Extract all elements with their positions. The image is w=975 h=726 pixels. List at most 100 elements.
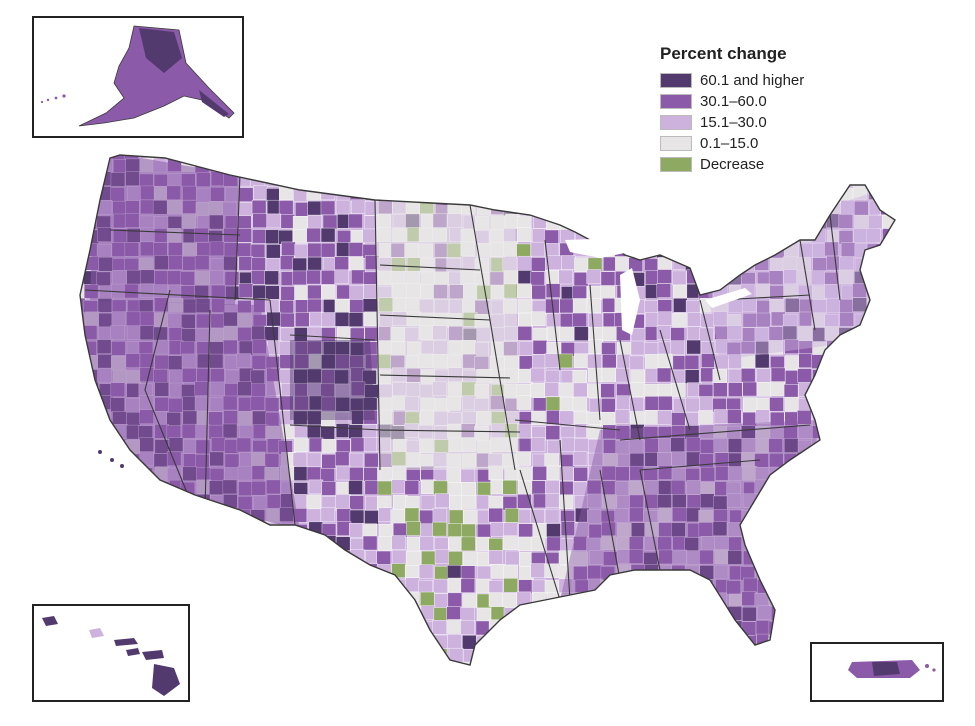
county-cell bbox=[671, 607, 687, 622]
county-cell bbox=[419, 536, 435, 551]
county-cell bbox=[349, 299, 364, 314]
county-cell bbox=[503, 522, 518, 537]
county-cell bbox=[336, 621, 352, 636]
county-cell bbox=[839, 451, 855, 467]
county-cell bbox=[880, 508, 895, 523]
county-cell bbox=[378, 187, 394, 202]
county-cell bbox=[80, 341, 84, 357]
county-cell bbox=[853, 579, 869, 594]
county-cell bbox=[852, 326, 868, 341]
county-cell bbox=[336, 171, 351, 186]
county-cell bbox=[266, 606, 281, 621]
county-cell bbox=[728, 382, 743, 397]
county-cell bbox=[712, 255, 727, 271]
county-cell bbox=[726, 493, 742, 508]
county-cell bbox=[461, 482, 476, 497]
county-cell bbox=[364, 480, 380, 495]
county-cell bbox=[728, 368, 744, 384]
county-cell bbox=[712, 369, 728, 384]
county-cell bbox=[433, 480, 448, 496]
county-cell bbox=[209, 551, 224, 566]
county-cell bbox=[727, 409, 742, 424]
county-cell bbox=[294, 577, 310, 593]
county-cell bbox=[461, 523, 476, 539]
county-cell bbox=[785, 370, 800, 385]
county-cell bbox=[532, 397, 548, 412]
county-cell bbox=[363, 636, 379, 651]
county-cell bbox=[713, 635, 729, 651]
county-cell bbox=[840, 397, 855, 412]
county-cell bbox=[797, 507, 812, 522]
county-cell bbox=[854, 425, 869, 441]
county-cell bbox=[321, 312, 336, 327]
county-cell bbox=[782, 536, 798, 551]
legend-swatch bbox=[660, 94, 692, 109]
county-cell bbox=[896, 146, 910, 160]
county-cell bbox=[532, 171, 547, 186]
county-cell bbox=[587, 160, 602, 175]
county-cell bbox=[363, 437, 379, 452]
county-cell bbox=[770, 381, 785, 396]
county-cell bbox=[278, 200, 294, 215]
county-cell bbox=[391, 633, 407, 649]
county-cell bbox=[658, 634, 674, 649]
county-cell bbox=[237, 242, 252, 258]
county-cell bbox=[546, 199, 562, 215]
county-cell bbox=[393, 494, 408, 510]
county-cell bbox=[532, 453, 547, 469]
county-cell bbox=[391, 563, 406, 578]
county-cell bbox=[643, 635, 658, 651]
county-cell bbox=[882, 228, 895, 243]
county-cell bbox=[196, 536, 212, 552]
county-cell bbox=[631, 185, 646, 201]
county-cell bbox=[545, 606, 560, 622]
county-cell bbox=[894, 621, 895, 636]
county-cell bbox=[306, 536, 322, 552]
county-cell bbox=[572, 397, 588, 412]
county-cell bbox=[572, 370, 588, 385]
county-cell bbox=[80, 160, 83, 175]
county-cell bbox=[139, 521, 154, 536]
county-cell bbox=[770, 662, 786, 665]
county-cell bbox=[222, 591, 237, 607]
county-cell bbox=[867, 340, 883, 356]
county-cell bbox=[419, 649, 435, 664]
county-cell bbox=[894, 158, 895, 173]
county-cell bbox=[685, 229, 701, 245]
county-cell bbox=[476, 635, 492, 651]
county-cell bbox=[658, 607, 674, 622]
county-cell bbox=[490, 479, 505, 495]
county-cell bbox=[852, 297, 867, 312]
county-cell bbox=[558, 662, 573, 665]
county-cell bbox=[853, 593, 869, 608]
county-cell bbox=[615, 214, 631, 230]
county-cell bbox=[181, 521, 196, 537]
county-cell bbox=[378, 663, 393, 665]
county-cell bbox=[882, 468, 895, 483]
county-cell bbox=[83, 507, 99, 523]
county-cell bbox=[348, 523, 364, 538]
county-cell bbox=[532, 354, 547, 369]
county-cell bbox=[615, 202, 630, 217]
county-cell bbox=[321, 438, 336, 454]
county-cell bbox=[320, 200, 336, 216]
county-cell bbox=[880, 327, 895, 342]
county-cell bbox=[320, 507, 336, 522]
county-cell bbox=[253, 522, 268, 537]
county-cell bbox=[644, 619, 659, 635]
county-cell bbox=[869, 257, 884, 273]
county-cell bbox=[810, 522, 826, 537]
county-cell bbox=[519, 355, 534, 371]
county-cell bbox=[867, 578, 883, 593]
county-cell bbox=[672, 579, 688, 594]
county-cell bbox=[798, 579, 814, 595]
county-cell bbox=[685, 579, 700, 595]
county-cell bbox=[768, 199, 783, 215]
county-cell bbox=[447, 619, 462, 634]
county-cell bbox=[532, 649, 547, 664]
county-cell bbox=[880, 171, 895, 187]
county-cell bbox=[712, 187, 728, 203]
county-cell bbox=[124, 550, 140, 565]
county-cell bbox=[811, 186, 827, 201]
county-cell bbox=[80, 437, 84, 453]
